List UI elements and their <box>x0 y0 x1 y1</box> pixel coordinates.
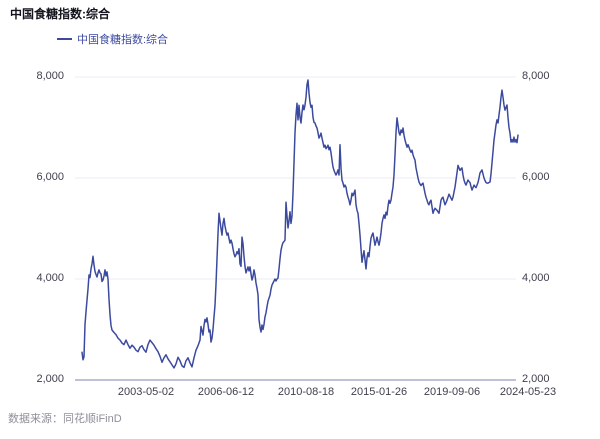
series-line <box>81 79 519 369</box>
y-axis-label-left: 8,000 <box>36 70 64 82</box>
y-axis-label-right: 4,000 <box>522 272 550 284</box>
y-axis-label-left: 4,000 <box>36 272 64 284</box>
x-axis-label: 2006-06-12 <box>197 386 255 398</box>
x-axis-label: 2015-01-26 <box>350 386 408 398</box>
y-axis-label-left: 6,000 <box>36 171 64 183</box>
y-axis-label-right: 2,000 <box>522 373 550 385</box>
chart-title: 中国食糖指数:综合 <box>10 7 110 21</box>
x-axis-label: 2019-09-06 <box>423 386 481 398</box>
y-axis-label-right: 6,000 <box>522 171 550 183</box>
x-axis-label: 2010-08-18 <box>277 386 335 398</box>
data-source: 数据来源：同花顺iFinD <box>8 413 122 425</box>
y-axis-label-right: 8,000 <box>522 70 550 82</box>
legend-label: 中国食糖指数:综合 <box>77 34 169 46</box>
legend[interactable]: 中国食糖指数:综合 <box>57 31 168 47</box>
legend-line-swatch <box>57 38 72 40</box>
x-axis-label: 2003-05-02 <box>117 386 175 398</box>
y-axis-label-left: 2,000 <box>36 373 64 385</box>
x-axis-label: 2024-05-23 <box>499 386 557 398</box>
